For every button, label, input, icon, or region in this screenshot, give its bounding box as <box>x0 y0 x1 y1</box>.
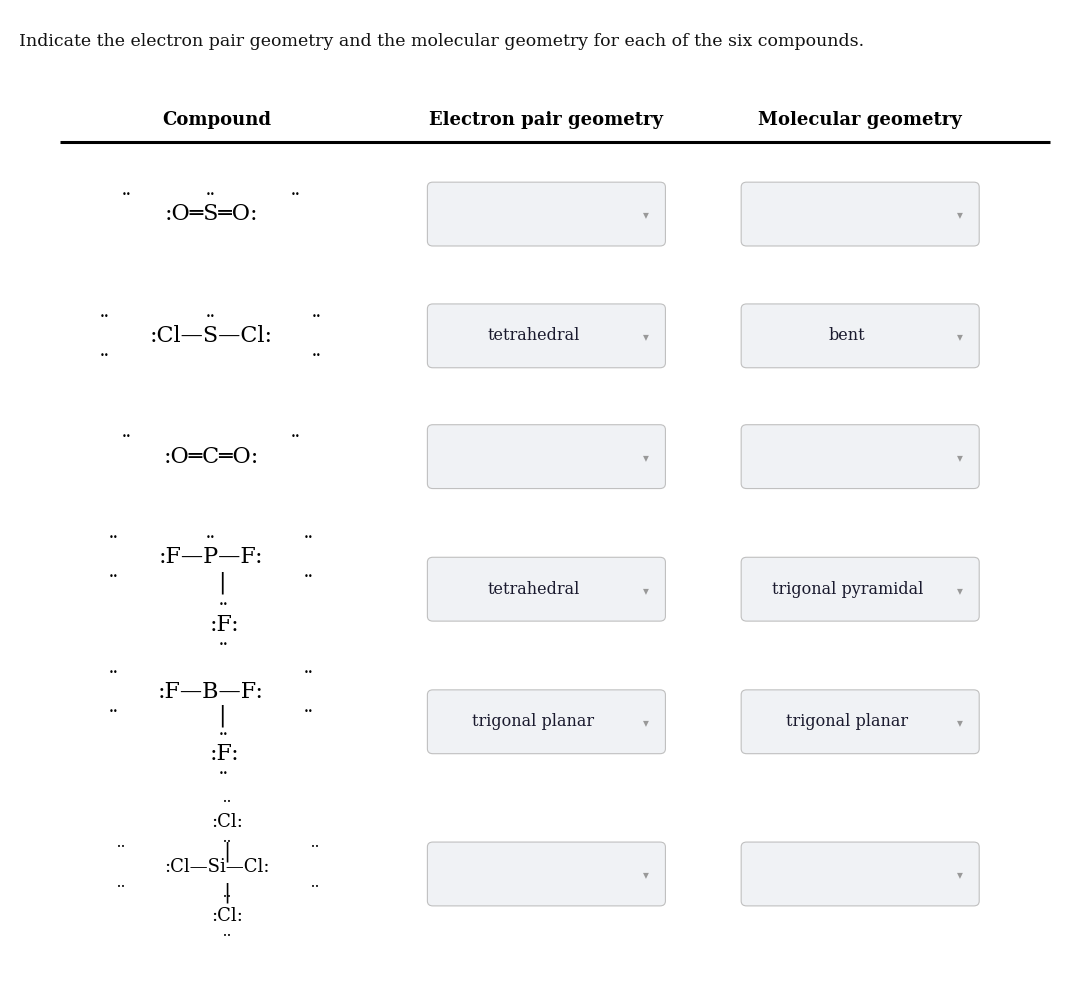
Text: ••: •• <box>206 311 216 321</box>
Text: :Cl—Si—Cl:: :Cl—Si—Cl: <box>163 858 269 876</box>
Text: ••: •• <box>219 730 229 739</box>
Text: :F:: :F: <box>209 614 239 635</box>
Text: ▾: ▾ <box>643 583 649 597</box>
Text: tetrahedral: tetrahedral <box>487 580 580 598</box>
Text: |: | <box>219 572 225 593</box>
Text: ••: •• <box>100 311 110 321</box>
Text: ▾: ▾ <box>643 868 649 882</box>
Text: ••: •• <box>223 933 232 939</box>
FancyBboxPatch shape <box>741 690 979 754</box>
FancyBboxPatch shape <box>427 183 665 246</box>
Text: ••: •• <box>312 351 322 360</box>
Text: :Cl:: :Cl: <box>211 907 243 925</box>
Text: ••: •• <box>303 532 314 542</box>
Text: ▾: ▾ <box>956 208 963 222</box>
Text: ▾: ▾ <box>956 868 963 882</box>
Text: ••: •• <box>108 572 119 581</box>
Text: :Cl—S—Cl:: :Cl—S—Cl: <box>149 325 273 347</box>
Text: ••: •• <box>303 572 314 581</box>
FancyBboxPatch shape <box>427 424 665 489</box>
Text: trigonal planar: trigonal planar <box>473 713 594 731</box>
Text: Molecular geometry: Molecular geometry <box>758 111 962 129</box>
FancyBboxPatch shape <box>741 558 979 622</box>
FancyBboxPatch shape <box>427 690 665 754</box>
Text: :O═S═O:: :O═S═O: <box>164 203 258 225</box>
Text: ••: •• <box>219 600 229 610</box>
Text: ••: •• <box>117 884 126 890</box>
Text: ▾: ▾ <box>643 716 649 730</box>
Text: Electron pair geometry: Electron pair geometry <box>430 111 663 129</box>
Text: ••: •• <box>311 884 319 890</box>
Text: ••: •• <box>303 707 314 717</box>
FancyBboxPatch shape <box>741 843 979 905</box>
Text: Indicate the electron pair geometry and the molecular geometry for each of the s: Indicate the electron pair geometry and … <box>19 33 865 50</box>
FancyBboxPatch shape <box>741 303 979 367</box>
Text: :O═C═O:: :O═C═O: <box>163 446 259 467</box>
Text: ••: •• <box>223 839 232 845</box>
Text: ••: •• <box>219 639 229 649</box>
Text: ••: •• <box>223 894 232 900</box>
Text: ••: •• <box>311 845 319 850</box>
FancyBboxPatch shape <box>741 424 979 489</box>
FancyBboxPatch shape <box>741 183 979 246</box>
Text: ▾: ▾ <box>956 330 963 344</box>
Text: :Cl:: :Cl: <box>211 813 243 831</box>
Text: ••: •• <box>108 532 119 542</box>
Text: ▾: ▾ <box>643 208 649 222</box>
FancyBboxPatch shape <box>427 843 665 905</box>
Text: ••: •• <box>117 845 126 850</box>
Text: ▾: ▾ <box>956 716 963 730</box>
FancyBboxPatch shape <box>427 558 665 622</box>
Text: ▾: ▾ <box>956 583 963 597</box>
Text: trigonal pyramidal: trigonal pyramidal <box>771 580 923 598</box>
Text: ••: •• <box>223 799 232 805</box>
Text: ••: •• <box>206 532 216 542</box>
Text: |: | <box>224 842 230 861</box>
Text: :F—B—F:: :F—B—F: <box>158 682 264 703</box>
Text: ▾: ▾ <box>643 451 649 464</box>
Text: ••: •• <box>290 190 301 199</box>
Text: ••: •• <box>121 190 132 199</box>
Text: :F:: :F: <box>209 743 239 765</box>
Text: tetrahedral: tetrahedral <box>487 327 580 345</box>
Text: trigonal planar: trigonal planar <box>787 713 908 731</box>
Text: :F—P—F:: :F—P—F: <box>159 546 263 568</box>
Text: ••: •• <box>121 432 132 442</box>
Text: |: | <box>219 705 225 727</box>
Text: ▾: ▾ <box>956 451 963 464</box>
Text: ••: •• <box>312 311 322 321</box>
Text: Compound: Compound <box>162 111 270 129</box>
Text: ••: •• <box>290 432 301 442</box>
Text: ••: •• <box>108 707 119 717</box>
Text: ••: •• <box>303 668 314 678</box>
Text: ••: •• <box>108 668 119 678</box>
Text: ▾: ▾ <box>643 330 649 344</box>
Text: bent: bent <box>829 327 866 345</box>
Text: ••: •• <box>100 351 110 360</box>
FancyBboxPatch shape <box>427 303 665 367</box>
Text: ••: •• <box>219 769 229 779</box>
Text: ••: •• <box>206 190 216 199</box>
Text: |: | <box>224 883 230 902</box>
